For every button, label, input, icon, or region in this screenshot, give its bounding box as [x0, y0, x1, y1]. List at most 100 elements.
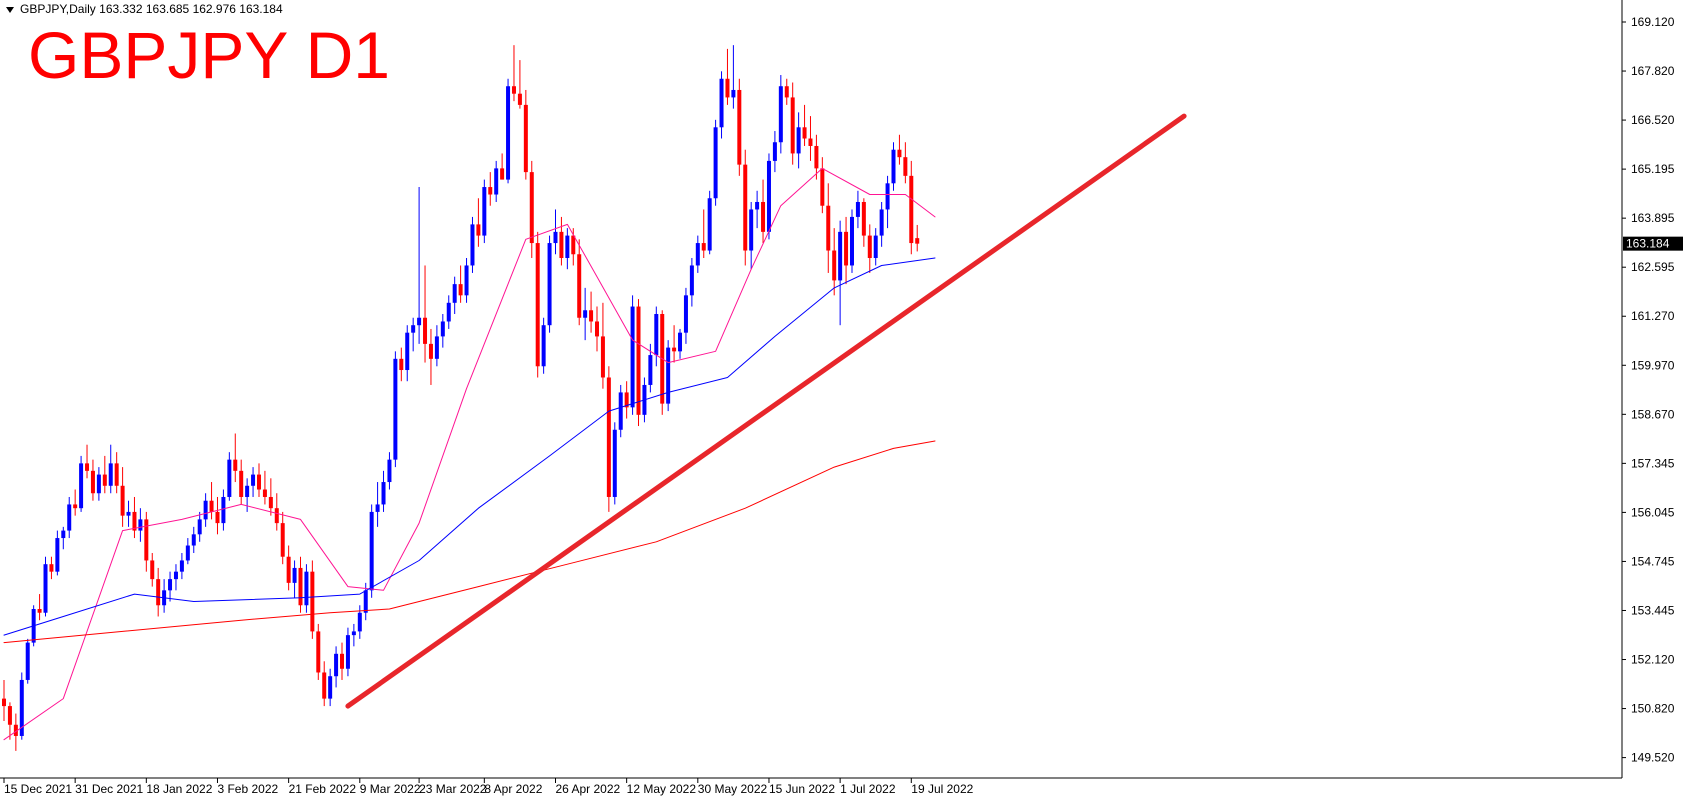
candle	[43, 556, 48, 617]
candle	[37, 594, 42, 621]
candle-body	[185, 545, 190, 561]
candle-body	[310, 571, 315, 632]
candle-body	[867, 235, 872, 258]
candle	[286, 545, 291, 591]
candle-body	[855, 201, 860, 217]
candle	[150, 552, 155, 587]
candle-body	[737, 89, 742, 165]
candle-body	[547, 243, 552, 326]
candle	[909, 160, 914, 255]
candle-body	[334, 653, 339, 677]
candle-body	[861, 201, 866, 236]
candle-body	[316, 631, 321, 673]
candle	[67, 496, 72, 539]
candle-body	[357, 612, 362, 632]
candle-body	[523, 104, 528, 173]
candle-body	[755, 201, 760, 210]
candle-body	[423, 317, 428, 344]
candle	[262, 470, 267, 505]
candle-body	[7, 706, 12, 725]
candle-body	[600, 336, 605, 378]
candle-body	[417, 317, 422, 326]
candle-body	[2, 698, 6, 707]
trendline-line	[345, 113, 1187, 709]
candle	[245, 478, 250, 512]
candle	[600, 302, 605, 389]
candle-body	[209, 500, 214, 512]
candle-body	[19, 679, 24, 736]
y-tick-label: 165.195	[1631, 162, 1675, 176]
candle	[2, 679, 6, 722]
candle	[428, 328, 433, 385]
candle-body	[369, 511, 374, 591]
candle	[256, 463, 261, 497]
candle-body	[577, 254, 582, 318]
indicator-layer	[3, 113, 1187, 741]
candle	[897, 134, 902, 165]
x-tick-label: 12 May 2022	[627, 782, 697, 796]
candle	[683, 287, 688, 344]
candle-body	[595, 321, 599, 337]
candle-body	[292, 567, 297, 583]
candle-body	[541, 325, 546, 367]
candle	[79, 455, 84, 512]
candle	[458, 265, 463, 303]
candle-body	[132, 511, 137, 531]
candle	[606, 366, 611, 512]
candle	[85, 444, 90, 479]
candle-body	[838, 231, 843, 281]
candle	[494, 160, 499, 202]
candle-body	[719, 78, 724, 128]
candle	[915, 224, 920, 252]
candle	[251, 467, 256, 497]
candle	[529, 160, 534, 258]
candle-body	[363, 590, 368, 613]
candle	[209, 482, 214, 520]
candle	[25, 638, 30, 684]
candle-body	[814, 145, 819, 169]
candle-body	[13, 724, 18, 736]
candle-body	[796, 127, 801, 154]
current-price-box	[1623, 236, 1683, 251]
x-tick-label: 15 Dec 2021	[4, 782, 72, 796]
candle-body	[832, 250, 837, 281]
candle-body	[761, 201, 766, 232]
candle	[470, 216, 475, 273]
candle-body	[61, 530, 66, 539]
x-tick-label: 31 Dec 2021	[75, 782, 143, 796]
candle	[144, 511, 149, 572]
candle	[73, 489, 78, 516]
candle	[96, 467, 101, 501]
candle-body	[666, 347, 671, 404]
candle-body	[144, 519, 149, 561]
candle-body	[701, 243, 706, 251]
y-tick-label: 158.670	[1631, 407, 1675, 421]
candle-body	[387, 459, 392, 483]
y-tick-label: 159.970	[1631, 358, 1675, 372]
candle-body	[506, 86, 511, 180]
candle-body	[227, 459, 232, 497]
candle	[363, 582, 368, 621]
candle	[678, 328, 683, 359]
candle	[411, 317, 416, 352]
candle-body	[381, 482, 386, 505]
x-tick-label: 23 Mar 2022	[419, 782, 487, 796]
candle-body	[636, 306, 641, 415]
collapse-triangle-icon[interactable]	[6, 6, 14, 13]
candle	[547, 235, 552, 333]
y-tick-label: 163.895	[1631, 211, 1675, 225]
candle-body	[630, 306, 635, 408]
candle-body	[826, 205, 831, 251]
candle	[298, 556, 303, 613]
candle	[405, 325, 410, 382]
candle	[838, 220, 843, 326]
candle	[345, 627, 350, 677]
candle	[648, 343, 653, 393]
candle-body	[915, 238, 920, 244]
candle-body	[511, 86, 516, 94]
candle-body	[428, 343, 433, 359]
candle	[488, 172, 493, 206]
candle	[423, 265, 428, 363]
